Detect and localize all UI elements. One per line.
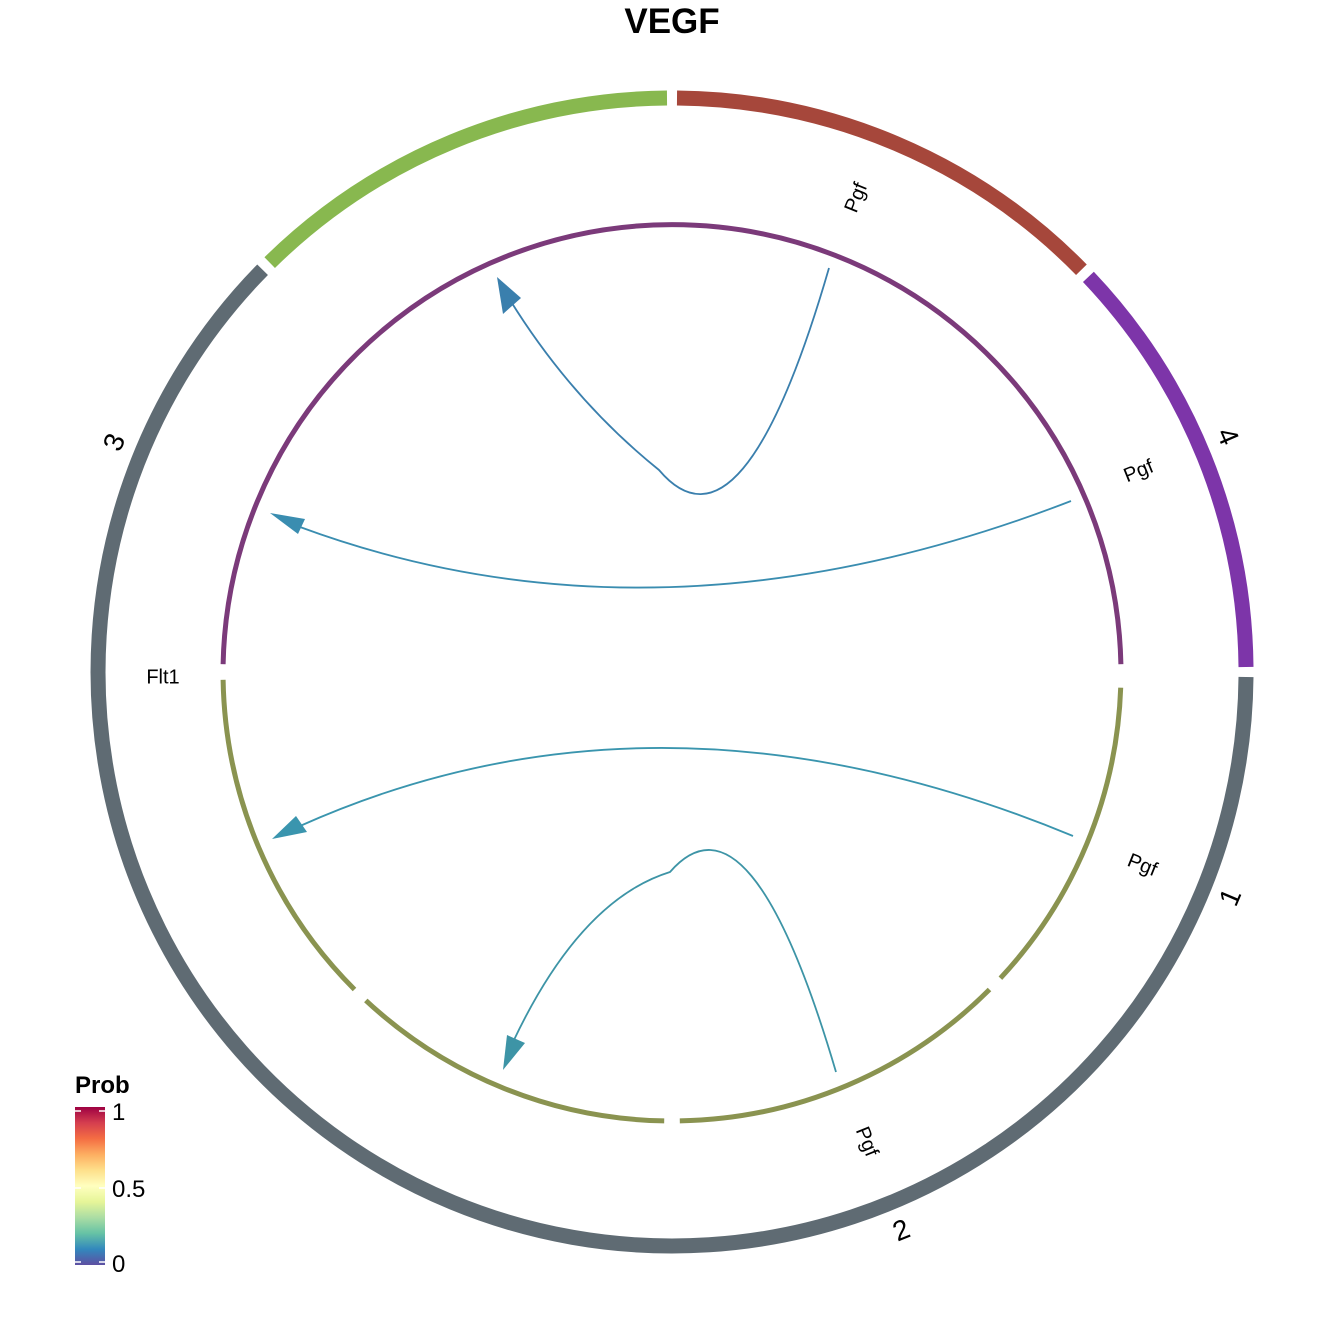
group-label-4: 4 xyxy=(1211,423,1246,449)
arrowhead-lower xyxy=(272,816,307,839)
legend-title: Prob xyxy=(75,1072,130,1099)
link-pgf-to-flt1-top xyxy=(509,267,830,496)
arrowhead-bottom xyxy=(503,1035,525,1070)
outer-group-labels: 1 2 3 4 xyxy=(97,423,1248,1247)
outer-group-arcs xyxy=(90,90,1254,1254)
ligand-receptor-labels: Flt1 Pgf Pgf Pgf Pgf xyxy=(146,179,1160,1160)
group-label-1: 1 xyxy=(1213,884,1248,910)
group-label-3: 3 xyxy=(97,429,132,455)
link-pgf-to-flt1-bottom xyxy=(512,849,837,1073)
arrowhead-top xyxy=(497,277,521,314)
outer-arc-group-1 xyxy=(676,90,1087,275)
receptor-label-flt1: Flt1 xyxy=(146,666,179,688)
inner-arc-ia-receiver xyxy=(220,222,1124,665)
link-pgf-to-flt1-lower xyxy=(299,747,1074,837)
inner-arc-ia-s1 xyxy=(998,687,1124,980)
inner-arc-ia-s3 xyxy=(364,998,665,1124)
inner-arc-ia-s2 xyxy=(679,987,992,1124)
legend-tick-marks xyxy=(75,1110,105,1263)
legend-colorbar xyxy=(75,1107,105,1265)
legend-tick-0: 0 xyxy=(112,1251,125,1278)
inner-arc-ia-s4 xyxy=(220,679,357,992)
ligand-label-pgf-right-upper: Pgf xyxy=(1121,455,1157,487)
prob-legend: Prob 1 0.5 0 xyxy=(75,1072,145,1278)
inner-sector-arcs xyxy=(220,222,1124,1124)
legend-tick-1: 1 xyxy=(112,1099,125,1126)
outer-arc-group-4 xyxy=(264,90,668,268)
group-label-2: 2 xyxy=(888,1213,914,1248)
ligand-label-pgf-right-lower: Pgf xyxy=(1124,850,1160,882)
ligand-label-pgf-bottom: Pgf xyxy=(851,1124,883,1160)
outer-arc-group-3 xyxy=(90,264,1254,1254)
ligand-label-pgf-top: Pgf xyxy=(841,179,873,215)
arrowhead-upper xyxy=(270,513,305,534)
link-pgf-to-flt1-upper xyxy=(299,500,1072,589)
legend-tick-0-5: 0.5 xyxy=(112,1176,145,1203)
outer-arc-group-2 xyxy=(1082,271,1254,668)
diagram-title: VEGF xyxy=(624,2,719,41)
interaction-links xyxy=(270,267,1074,1073)
